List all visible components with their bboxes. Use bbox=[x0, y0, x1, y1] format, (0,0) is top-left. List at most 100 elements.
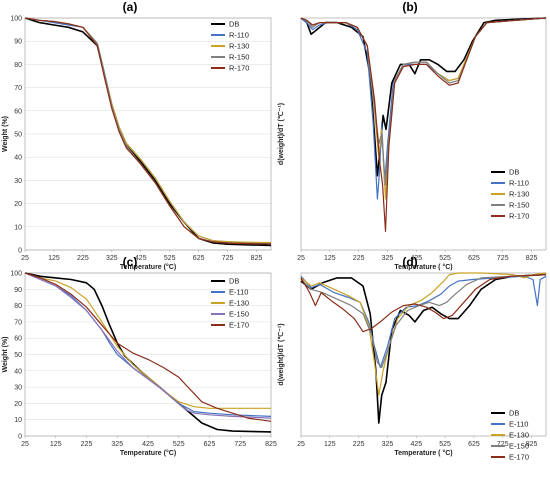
x-tick-label: 225 bbox=[81, 441, 93, 448]
legend-label: E-110 bbox=[229, 288, 248, 297]
series-line-db bbox=[24, 272, 272, 433]
y-tick-label: 100 bbox=[10, 271, 22, 278]
x-tick-label: 725 bbox=[222, 255, 234, 262]
y-axis-title: Weight (%) bbox=[2, 116, 9, 152]
y-tick-label: 10 bbox=[14, 417, 22, 424]
x-tick-label: 225 bbox=[77, 255, 89, 262]
x-tick-label: 225 bbox=[353, 255, 365, 262]
x-tick-label: 125 bbox=[48, 255, 60, 262]
legend-label: R-130 bbox=[229, 42, 249, 51]
x-tick-label: 625 bbox=[193, 255, 205, 262]
series-line-db bbox=[300, 17, 547, 177]
chart-panel-2: (b) 25 125 225 325 425 525 625 725 825 Temperature… bbox=[277, 0, 547, 271]
legend-label: E-150 bbox=[229, 310, 249, 319]
y-tick-label: 20 bbox=[14, 201, 22, 208]
x-axis-title: Temperature ( °C) bbox=[394, 263, 452, 271]
y-tick-label: 70 bbox=[14, 319, 22, 326]
series-line-e-150 bbox=[24, 272, 272, 419]
series-line-r-170 bbox=[24, 17, 272, 245]
chart-panel-4: (d) 25 125 225 325 425 525 625 725 825 Temperature… bbox=[277, 255, 547, 462]
x-tick-label: 125 bbox=[324, 255, 336, 262]
x-tick-label: 225 bbox=[353, 441, 365, 448]
legend-label: DB bbox=[229, 20, 239, 29]
y-tick-label: 60 bbox=[14, 336, 22, 343]
x-tick-label: 525 bbox=[164, 255, 176, 262]
x-axis-title: Temperature (°C) bbox=[120, 449, 176, 457]
legend-label: R-130 bbox=[509, 190, 529, 199]
series-line-e-170 bbox=[24, 272, 272, 422]
plot-area bbox=[300, 272, 547, 437]
y-tick-label: 90 bbox=[14, 287, 22, 294]
x-tick-label: 825 bbox=[526, 255, 538, 262]
series-line-db bbox=[300, 273, 547, 424]
y-tick-label: 40 bbox=[14, 368, 22, 375]
x-tick-label: 525 bbox=[439, 255, 451, 262]
x-axis-title: Temperature ( °C) bbox=[394, 449, 452, 457]
x-tick-label: 325 bbox=[382, 255, 394, 262]
plot-area bbox=[300, 17, 547, 251]
legend-label: E-130 bbox=[509, 431, 529, 440]
y-tick-label: 0 bbox=[18, 248, 22, 255]
legend-label: E-170 bbox=[229, 321, 249, 330]
series-line-e-150 bbox=[300, 274, 547, 369]
legend-label: DB bbox=[509, 168, 519, 177]
x-tick-label: 825 bbox=[526, 441, 538, 448]
y-tick-label: 100 bbox=[10, 16, 22, 23]
x-tick-label: 725 bbox=[497, 255, 509, 262]
legend-label: R-170 bbox=[229, 64, 249, 73]
x-tick-label: 25 bbox=[21, 441, 29, 448]
y-tick-label: 30 bbox=[14, 385, 22, 392]
x-tick-label: 625 bbox=[468, 255, 480, 262]
y-tick-label: 90 bbox=[14, 39, 22, 46]
x-tick-label: 625 bbox=[204, 441, 216, 448]
y-tick-label: 0 bbox=[18, 434, 22, 441]
legend-label: R-170 bbox=[509, 212, 529, 221]
y-tick-label: 50 bbox=[14, 132, 22, 139]
x-tick-label: 425 bbox=[135, 255, 147, 262]
series-line-e-130 bbox=[300, 272, 547, 396]
legend-label: E-170 bbox=[509, 453, 529, 462]
series-line-r-170 bbox=[300, 17, 547, 232]
legend-label: R-150 bbox=[229, 53, 249, 62]
x-tick-label: 525 bbox=[439, 441, 451, 448]
y-tick-label: 80 bbox=[14, 303, 22, 310]
x-tick-label: 725 bbox=[497, 441, 509, 448]
legend-label: E-150 bbox=[509, 442, 529, 451]
x-tick-label: 425 bbox=[410, 441, 422, 448]
panel-label: (c) bbox=[123, 255, 138, 269]
legend-label: E-110 bbox=[509, 420, 528, 429]
series-line-e-110 bbox=[24, 272, 272, 417]
panel-label: (d) bbox=[402, 255, 417, 269]
y-tick-label: 50 bbox=[14, 352, 22, 359]
x-tick-label: 725 bbox=[234, 441, 246, 448]
x-tick-label: 325 bbox=[106, 255, 118, 262]
series-line-r-150 bbox=[300, 17, 547, 186]
series-line-e-110 bbox=[300, 275, 547, 369]
x-tick-label: 125 bbox=[324, 441, 336, 448]
y-tick-label: 60 bbox=[14, 108, 22, 115]
x-tick-label: 525 bbox=[173, 441, 185, 448]
x-tick-label: 325 bbox=[111, 441, 123, 448]
panel-label: (a) bbox=[123, 0, 138, 14]
y-tick-label: 30 bbox=[14, 178, 22, 185]
x-tick-label: 125 bbox=[50, 441, 62, 448]
y-axis-title: Weight (%) bbox=[2, 336, 9, 372]
x-tick-label: 825 bbox=[251, 255, 263, 262]
x-tick-label: 25 bbox=[297, 441, 305, 448]
x-tick-label: 425 bbox=[410, 255, 422, 262]
series-line-e-170 bbox=[300, 274, 547, 333]
x-tick-label: 625 bbox=[468, 441, 480, 448]
y-tick-label: 80 bbox=[14, 62, 22, 69]
x-tick-label: 25 bbox=[297, 255, 305, 262]
chart-panel-1: (a) 0 10 20 30 40 50 60 70 80 90 100 25 125 225 325 425 5… bbox=[2, 0, 272, 271]
y-tick-label: 20 bbox=[14, 401, 22, 408]
y-tick-label: 40 bbox=[14, 155, 22, 162]
y-axis-title: d(weight)/dT (℃⁻¹) bbox=[277, 103, 285, 165]
y-axis-title: d(weight)/dT (℃⁻¹) bbox=[277, 323, 285, 385]
legend-label: R-110 bbox=[509, 179, 529, 188]
panel-label: (b) bbox=[402, 0, 417, 14]
legend-label: R-110 bbox=[229, 31, 249, 40]
x-tick-label: 425 bbox=[142, 441, 154, 448]
legend-label: DB bbox=[509, 409, 519, 418]
